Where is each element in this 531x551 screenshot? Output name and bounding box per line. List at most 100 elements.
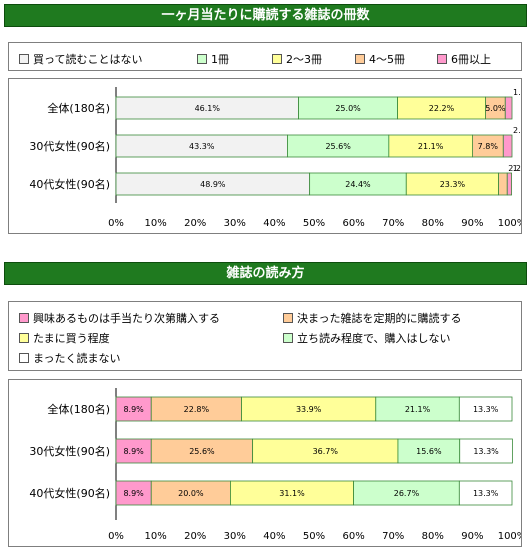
legend-item-four-five: 4～5冊 bbox=[355, 51, 405, 67]
legend-swatch bbox=[355, 54, 365, 64]
data-label: 1.1% bbox=[513, 164, 521, 173]
legend-label: まったく読まない bbox=[33, 352, 121, 365]
legend-item-impulse: 興味あるものは手当たり次第購入する bbox=[19, 310, 220, 326]
x-tick-label: 80% bbox=[422, 218, 444, 229]
bar-segment bbox=[458, 480, 513, 506]
legend-swatch bbox=[437, 54, 447, 64]
category-label: 全体(180名) bbox=[47, 101, 110, 115]
x-tick-label: 70% bbox=[382, 531, 404, 542]
x-tick-label: 10% bbox=[144, 531, 166, 542]
data-label: 2.2% bbox=[513, 126, 521, 135]
data-label: 31.1% bbox=[279, 489, 305, 498]
x-tick-label: 20% bbox=[184, 218, 206, 229]
data-label: 1.7% bbox=[513, 88, 521, 97]
x-tick-label: 10% bbox=[144, 218, 166, 229]
bar-segment bbox=[502, 134, 513, 158]
legend-item-one: 1冊 bbox=[197, 51, 229, 67]
x-tick-label: 70% bbox=[382, 218, 404, 229]
x-tick-label: 100% bbox=[498, 218, 521, 229]
bar-segment bbox=[459, 438, 513, 464]
x-tick-label: 100% bbox=[498, 531, 521, 542]
x-tick-label: 40% bbox=[263, 531, 285, 542]
legend-swatch bbox=[19, 333, 29, 343]
legend-label: 1冊 bbox=[211, 53, 229, 66]
bar-segment bbox=[150, 480, 231, 506]
bar-segment bbox=[353, 480, 460, 506]
x-tick-label: 30% bbox=[224, 531, 246, 542]
data-label: 33.9% bbox=[296, 405, 322, 414]
data-label: 25.6% bbox=[189, 447, 215, 456]
data-label: 48.9% bbox=[200, 180, 226, 189]
data-label: 22.2% bbox=[429, 104, 455, 113]
data-label: 13.3% bbox=[473, 447, 499, 456]
legend-label: 興味あるものは手当たり次第購入する bbox=[33, 312, 220, 325]
x-tick-label: 80% bbox=[422, 531, 444, 542]
data-label: 15.6% bbox=[416, 447, 442, 456]
x-tick-label: 40% bbox=[263, 218, 285, 229]
bar-segment bbox=[115, 480, 152, 506]
data-label: 8.9% bbox=[123, 405, 144, 414]
bar-segment bbox=[252, 438, 399, 464]
data-label: 21.1% bbox=[405, 405, 431, 414]
legend-swatch bbox=[283, 333, 293, 343]
legend-swatch bbox=[19, 353, 29, 363]
category-label: 全体(180名) bbox=[47, 402, 110, 416]
legend-item-six-plus: 6冊以上 bbox=[437, 51, 491, 67]
bar-segment bbox=[150, 396, 242, 422]
x-tick-label: 50% bbox=[303, 531, 325, 542]
data-label: 2.2% bbox=[508, 164, 521, 173]
bar-segment bbox=[458, 396, 513, 422]
bar-segment bbox=[504, 96, 513, 120]
data-label: 46.1% bbox=[195, 104, 221, 113]
x-tick-label: 20% bbox=[184, 531, 206, 542]
data-label: 25.0% bbox=[335, 104, 361, 113]
category-label: 40代女性(90名) bbox=[29, 177, 110, 191]
bar-segment bbox=[397, 438, 461, 464]
legend-label: 買って読むことはない bbox=[33, 53, 143, 66]
legend-item-two-three: 2～3冊 bbox=[272, 51, 322, 67]
chart1-legend: 買って読むことはない 1冊 2～3冊 4～5冊 6冊以上 bbox=[8, 42, 522, 71]
data-label: 24.4% bbox=[345, 180, 371, 189]
data-label: 7.8% bbox=[478, 142, 499, 151]
x-tick-label: 0% bbox=[108, 218, 124, 229]
legend-label: 決まった雑誌を定期的に購読する bbox=[297, 312, 462, 325]
chart2-legend: 興味あるものは手当たり次第購入する 決まった雑誌を定期的に購読する たまに買う程… bbox=[8, 301, 522, 371]
legend-item-never: 買って読むことはない bbox=[19, 51, 142, 67]
data-label: 8.9% bbox=[123, 447, 144, 456]
data-label: 23.3% bbox=[440, 180, 466, 189]
bar-segment bbox=[375, 396, 460, 422]
data-label: 36.7% bbox=[313, 447, 339, 456]
legend-label: 2～3冊 bbox=[286, 53, 322, 66]
bar-segment bbox=[498, 172, 508, 196]
data-label: 13.3% bbox=[473, 489, 499, 498]
legend-swatch bbox=[19, 54, 29, 64]
data-label: 21.1% bbox=[418, 142, 444, 151]
category-label: 40代女性(90名) bbox=[29, 486, 110, 500]
category-label: 30代女性(90名) bbox=[29, 444, 110, 458]
legend-label: 立ち読み程度で、購入はしない bbox=[297, 332, 451, 345]
chart1-title: 一ヶ月当たりに購読する雑誌の冊数 bbox=[4, 4, 527, 27]
x-tick-label: 90% bbox=[461, 218, 483, 229]
legend-swatch bbox=[197, 54, 207, 64]
data-label: 20.0% bbox=[178, 489, 204, 498]
chart2-plot-frame: 全体(180名) 8.9% 22.8% 33.9% 21.1% 13.3% 30代女性(90… bbox=[8, 379, 526, 547]
data-label: 25.6% bbox=[325, 142, 351, 151]
legend-item-browse-only: 立ち読み程度で、購入はしない bbox=[283, 330, 451, 346]
legend-label: 4～5冊 bbox=[369, 53, 405, 66]
legend-swatch bbox=[283, 313, 293, 323]
x-tick-label: 0% bbox=[108, 531, 124, 542]
x-tick-label: 90% bbox=[461, 531, 483, 542]
data-label: 43.3% bbox=[189, 142, 215, 151]
bar-segment bbox=[506, 172, 513, 196]
chart1-svg: 全体(180名) 46.1% 25.0% 22.2% 5.0% 1.7% 30代女性(90名… bbox=[29, 87, 531, 229]
data-label: 22.8% bbox=[184, 405, 210, 414]
bar-segment bbox=[230, 480, 354, 506]
x-tick-label: 30% bbox=[224, 218, 246, 229]
x-tick-label: 60% bbox=[342, 218, 364, 229]
chart1-plot-frame: 全体(180名) 46.1% 25.0% 22.2% 5.0% 1.7% 30代女性(90名… bbox=[8, 78, 531, 234]
legend-label: 6冊以上 bbox=[451, 53, 491, 66]
legend-item-regular: 決まった雑誌を定期的に購読する bbox=[283, 310, 462, 326]
legend-label: たまに買う程度 bbox=[33, 332, 110, 345]
legend-swatch bbox=[19, 313, 29, 323]
x-tick-label: 50% bbox=[303, 218, 325, 229]
